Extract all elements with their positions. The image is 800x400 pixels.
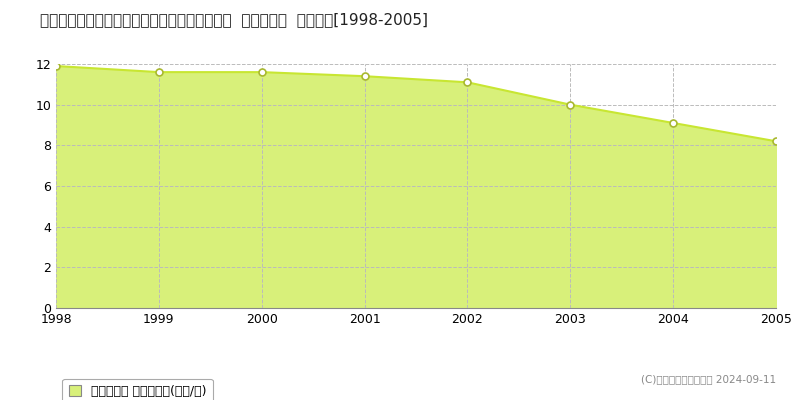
Legend: 基準地価格 平均坪単価(万円/坪): 基準地価格 平均坪単価(万円/坪): [62, 379, 213, 400]
Text: (C)土地価格ドットコム 2024-09-11: (C)土地価格ドットコム 2024-09-11: [641, 374, 776, 384]
Text: 福岡県大川市大字幡保字若松７０番１ほか３筆  基準地価格  地価推移[1998-2005]: 福岡県大川市大字幡保字若松７０番１ほか３筆 基準地価格 地価推移[1998-20…: [40, 12, 428, 27]
